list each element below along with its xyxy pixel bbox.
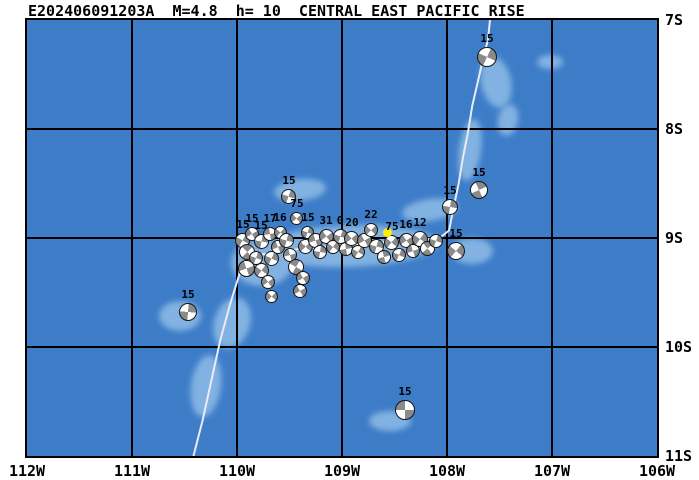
beachball-label: 12 <box>413 215 427 229</box>
focal-mechanism <box>428 233 443 248</box>
beachball-label: 15 <box>181 287 195 301</box>
beachball-label: 15 <box>398 384 412 398</box>
focal-mechanism <box>296 270 311 285</box>
beachball-label: 0 <box>336 213 344 227</box>
beachball-label: 15 <box>282 173 296 187</box>
event-title: E202406091203A M=4.8 h= 10 CENTRAL EAST … <box>28 2 525 20</box>
beachball-label: 75 <box>385 219 399 233</box>
latitude-label: 11S <box>665 447 693 465</box>
focal-mechanism <box>442 199 459 216</box>
beachball-label: 15 <box>472 166 486 180</box>
latitude-label: 8S <box>665 120 684 138</box>
focal-mechanism <box>392 247 406 262</box>
beachball-label: 15 <box>480 32 494 46</box>
longitude-label: 110W <box>218 462 256 480</box>
focal-mechanism <box>447 241 466 260</box>
longitude-label: 107W <box>533 462 571 480</box>
bathymetry-patch <box>206 292 258 353</box>
longitude-label: 108W <box>428 462 466 480</box>
map-area: 15 15 15 15 15 15 15 75 15 15 15 17 16 15 31 0 20 22 75 16 1… <box>25 18 659 458</box>
focal-mechanism <box>395 399 415 420</box>
bathymetry-patch <box>537 55 563 70</box>
gridline-parallel <box>27 346 657 348</box>
gridline-parallel <box>27 128 657 130</box>
bathymetry-patch <box>186 353 226 419</box>
beachball-label: 16 <box>273 210 287 224</box>
focal-mechanism <box>293 283 307 298</box>
focal-mechanism <box>477 47 497 68</box>
longitude-label: 111W <box>113 462 151 480</box>
focal-mechanism <box>260 274 275 289</box>
beachball-label: 15 <box>443 184 457 198</box>
bathymetry-patch <box>495 102 521 138</box>
latitude-label: 10S <box>665 338 693 356</box>
latitude-label: 9S <box>665 229 684 247</box>
latitude-label: 7S <box>665 11 684 29</box>
focal-mechanism <box>265 290 279 304</box>
beachball-label: 31 <box>319 213 333 227</box>
beachball-label: 16 <box>399 218 413 231</box>
longitude-label: 109W <box>323 462 361 480</box>
beachball-label: 15 <box>301 210 315 224</box>
longitude-label: 106W <box>638 462 676 480</box>
beachball-label: 75 <box>290 196 304 210</box>
beachball-label: 20 <box>345 216 359 230</box>
beachball-label: 22 <box>364 208 378 222</box>
longitude-label: 112W <box>8 462 46 480</box>
beachball-label: 15 <box>449 226 463 240</box>
focal-mechanism <box>377 249 391 264</box>
focal-mechanism <box>470 181 489 200</box>
focal-mechanism <box>178 302 197 321</box>
